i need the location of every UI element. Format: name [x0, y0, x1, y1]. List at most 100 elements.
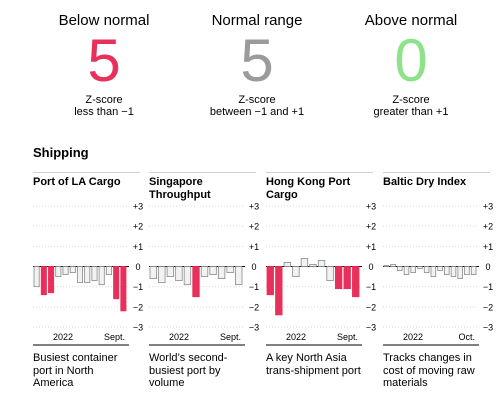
- description-line: port in North: [33, 364, 94, 377]
- bar: [383, 265, 390, 267]
- y-tick-label: −1: [366, 282, 376, 292]
- chart-description: Busiest container port in North America: [33, 352, 145, 390]
- x-tick-label: Sept.: [104, 332, 125, 342]
- x-tick-label: Sept.: [220, 332, 241, 342]
- bar: [40, 266, 47, 296]
- bar: [183, 266, 192, 286]
- y-tick-label: +2: [249, 222, 259, 232]
- chart-title-line: Baltic Dry Index: [383, 176, 467, 188]
- description-line: World’s second-: [149, 352, 228, 364]
- summary-desc-line2: greater than +1: [373, 106, 449, 118]
- y-tick-label: −3: [483, 323, 493, 333]
- y-tick-label: −2: [483, 302, 493, 312]
- bar: [352, 266, 360, 298]
- bar: [403, 266, 410, 275]
- chart-title-line: Cargo: [266, 189, 298, 201]
- bar: [283, 262, 292, 267]
- bar: [200, 266, 209, 277]
- chart-title-line: Port of LA Cargo: [33, 176, 121, 188]
- bar: [334, 266, 343, 290]
- summary-below-normal: Below normal 5 Z-score less than −1: [29, 12, 179, 118]
- zscore-summary: Below normal 5 Z-score less than −1 Norm…: [0, 0, 500, 130]
- y-tick-label: +2: [366, 222, 376, 232]
- bar: [390, 264, 396, 267]
- bar: [343, 266, 351, 290]
- y-tick-label: −1: [483, 282, 493, 292]
- chart-title: Port of LA Cargo: [33, 176, 148, 189]
- summary-label: Above normal: [364, 12, 458, 29]
- y-tick-label: −2: [249, 302, 259, 312]
- x-tick-label: 2022: [169, 332, 189, 342]
- description-line: trans-shipment port: [266, 364, 361, 377]
- bar: [62, 266, 69, 275]
- y-tick-label: 0: [135, 262, 140, 272]
- y-tick-label: 0: [251, 262, 256, 272]
- bar-chart: +3 +2 +1 0 −1 −2 −3 2022 Sept.: [149, 202, 259, 346]
- bar: [91, 266, 98, 282]
- y-tick-label: −3: [133, 323, 143, 333]
- x-tick-label: 2022: [286, 332, 306, 342]
- y-tick-label: 0: [368, 262, 373, 272]
- bar: [444, 266, 450, 275]
- description-line: materials: [383, 377, 428, 389]
- summary-desc-line2: less than −1: [74, 106, 134, 118]
- x-tick-label: Sept.: [337, 332, 358, 342]
- bar: [326, 266, 334, 282]
- summary-count: 5: [87, 27, 121, 94]
- bar: [457, 266, 463, 279]
- y-tick-label: +3: [249, 202, 259, 212]
- summary-above-normal: Above normal 0 Z-score greater than +1: [336, 12, 486, 118]
- y-tick-label: −2: [366, 302, 376, 312]
- bar: [437, 266, 443, 271]
- summary-desc-line1: Z-score: [85, 94, 123, 106]
- bar: [300, 258, 309, 267]
- description-line: A key North Asia: [266, 352, 347, 364]
- description-line: busiest port by: [149, 364, 221, 377]
- bar: [120, 266, 127, 312]
- chart-title: Hong Kong Port Cargo: [266, 176, 381, 202]
- chart-description: World’s second- busiest port by volume: [149, 352, 261, 390]
- summary-label: Normal range: [211, 12, 303, 29]
- summary-label: Below normal: [58, 12, 150, 29]
- summary-desc-line2: between −1 and +1: [209, 106, 305, 118]
- y-tick-label: +1: [366, 242, 376, 252]
- description-line: Tracks changes in: [383, 352, 472, 364]
- bar: [192, 266, 200, 298]
- chart-description: A key North Asia trans-shipment port: [266, 352, 378, 377]
- bar: [217, 266, 226, 279]
- summary-count: 0: [394, 27, 428, 94]
- y-tick-label: +1: [249, 242, 259, 252]
- summary-desc-line1: Z-score: [392, 94, 430, 106]
- bar: [33, 266, 40, 288]
- bar: [98, 266, 105, 286]
- bar: [275, 266, 283, 316]
- summary-count: 5: [240, 27, 274, 94]
- bar: [423, 266, 430, 273]
- bar: [464, 266, 470, 275]
- panel-divider: [266, 172, 373, 173]
- chart-panel-hong-kong: Hong Kong Port Cargo +3 +2 +1 0 −1 −2 −3 2022 Se…: [266, 172, 381, 397]
- y-tick-label: +1: [483, 242, 493, 252]
- chart-title-line: Throughput: [149, 189, 211, 201]
- y-tick-label: +2: [483, 222, 493, 232]
- bar-chart: +3 +2 +1 0 −1 −2 −3 2022 Oct.: [383, 202, 493, 346]
- bar: [266, 266, 274, 296]
- bar: [470, 266, 477, 275]
- bar: [149, 266, 157, 279]
- bar: [410, 266, 416, 273]
- bar: [430, 266, 437, 277]
- bar: [175, 266, 183, 282]
- panel-divider: [383, 172, 490, 173]
- bar: [417, 266, 423, 269]
- bar: [235, 266, 243, 286]
- bar-chart: +3 +2 +1 0 −1 −2 −3 2022 Sept.: [266, 202, 376, 346]
- chart-title: Baltic Dry Index: [383, 176, 498, 189]
- description-line: America: [33, 377, 74, 389]
- y-tick-label: +3: [366, 202, 376, 212]
- panel-divider: [33, 172, 140, 173]
- y-tick-label: −2: [133, 302, 143, 312]
- chart-panel-singapore: Singapore Throughput +3 +2 +1 0 −1 −2 −3 2022 Se…: [149, 172, 264, 397]
- summary-normal-range: Normal range 5 Z-score between −1 and +1: [182, 12, 332, 118]
- y-tick-label: +3: [133, 202, 143, 212]
- bar: [84, 266, 91, 284]
